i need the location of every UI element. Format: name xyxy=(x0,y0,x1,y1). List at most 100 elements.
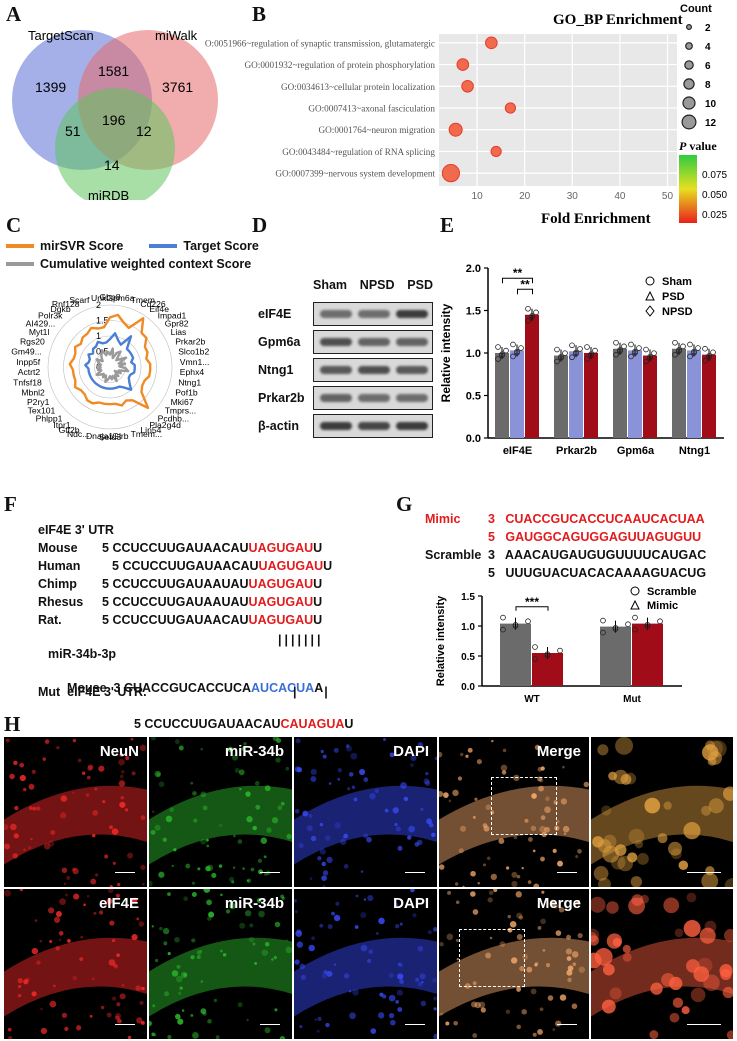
cell-dot xyxy=(162,927,170,935)
bar xyxy=(525,314,539,438)
cell-dot xyxy=(601,805,612,816)
scramble-row-1: 3 AAACAUGAUGUGUUUUCAUGAC xyxy=(488,548,707,562)
cell-dot xyxy=(490,873,497,881)
cell-dot xyxy=(565,948,573,955)
cell-dot xyxy=(498,838,505,844)
cell-dot xyxy=(609,987,622,1000)
cell-dot xyxy=(85,793,90,797)
blot-band xyxy=(358,366,390,374)
cell-dot xyxy=(79,957,84,962)
cell-dot xyxy=(489,936,493,940)
cell-dot xyxy=(319,848,326,855)
radar-gene-label: Pla2g4d xyxy=(149,420,181,430)
micrograph-label: DAPI xyxy=(393,743,429,760)
cell-dot xyxy=(513,835,518,840)
micrograph-tile: DAPI xyxy=(294,737,437,887)
data-point xyxy=(632,614,638,621)
cell-dot xyxy=(246,878,252,883)
cell-dot xyxy=(544,826,550,833)
cell-dot xyxy=(73,893,80,900)
cell-dot xyxy=(597,744,609,756)
cell-dot xyxy=(420,1000,427,1007)
cell-dot xyxy=(407,835,412,840)
data-point xyxy=(525,305,531,312)
cell-dot xyxy=(606,901,619,914)
cell-dot xyxy=(125,756,130,761)
radar-gene-label: Gtf2b xyxy=(59,425,80,435)
cell-dot xyxy=(208,911,215,918)
data-point xyxy=(514,348,520,355)
cell-dot xyxy=(410,763,414,767)
cell-dot xyxy=(552,848,557,853)
cell-dot xyxy=(349,1012,356,1020)
y-tick-label: 1.0 xyxy=(466,348,481,360)
cell-dot xyxy=(58,938,62,942)
count-legend-dot xyxy=(684,60,694,70)
cell-dot xyxy=(408,825,415,833)
cell-dot xyxy=(140,1020,145,1025)
cell-dot xyxy=(701,872,719,887)
cell-dot xyxy=(591,932,598,943)
cell-dot xyxy=(322,885,326,887)
cell-dot xyxy=(280,894,285,899)
cell-dot xyxy=(419,973,426,980)
cell-dot xyxy=(448,799,452,803)
cell-dot xyxy=(690,987,706,1003)
cell-dot xyxy=(167,1034,172,1039)
cell-dot xyxy=(250,867,255,872)
cell-dot xyxy=(205,838,209,842)
sig-stars: ** xyxy=(520,277,530,291)
cell-dot xyxy=(44,739,50,744)
cell-dot xyxy=(567,977,572,983)
cell-dot xyxy=(203,889,211,893)
radar-gene-label: AI429... xyxy=(26,318,56,328)
cell-dot xyxy=(395,923,400,929)
radar-gene-label: Tnfsf18 xyxy=(13,378,42,388)
cell-dot xyxy=(36,960,41,965)
cell-dot xyxy=(531,793,537,799)
cell-dot xyxy=(683,919,701,937)
pvalue-tick: 0.025 xyxy=(702,210,727,221)
cell-layer-band xyxy=(294,785,437,865)
cell-dot xyxy=(501,770,507,775)
cell-dot xyxy=(452,789,459,797)
data-point xyxy=(613,351,619,358)
cell-layer-band xyxy=(149,937,292,1017)
radar-ring xyxy=(78,335,142,399)
radar-gene-label: Setd3 xyxy=(99,432,122,442)
cell-dot xyxy=(388,1012,395,1019)
cell-dot xyxy=(43,843,51,850)
scramble-label: Scramble xyxy=(425,548,482,562)
cell-dot xyxy=(118,780,126,787)
cell-dot xyxy=(232,866,236,869)
cell-dot xyxy=(227,746,234,753)
cell-dot xyxy=(48,907,55,914)
mut-pairing-bars: | | xyxy=(293,685,328,699)
cell-dot xyxy=(295,738,301,744)
cell-dot xyxy=(379,992,384,997)
cell-dot xyxy=(109,825,113,830)
radar-gene-label: Dnaja1 xyxy=(86,431,113,441)
cell-dot xyxy=(131,897,138,903)
radar-ring-label: 1.5 xyxy=(96,316,109,326)
cell-dot xyxy=(171,970,179,977)
cell-dot xyxy=(61,867,68,874)
cell-dot xyxy=(158,781,165,788)
cell-dot xyxy=(397,845,403,851)
cell-dot xyxy=(650,982,663,995)
cell-dot xyxy=(672,997,684,1008)
cell-dot xyxy=(239,922,246,929)
micrograph-tile: NeuN xyxy=(4,737,147,887)
count-legend-label: 10 xyxy=(705,99,717,110)
cell-dot xyxy=(328,782,332,785)
cell-dot xyxy=(263,855,267,859)
cell-dot xyxy=(399,922,403,926)
cell-dot xyxy=(49,1000,57,1008)
cell-dot xyxy=(243,741,247,746)
data-point xyxy=(647,353,653,360)
bar xyxy=(672,348,686,438)
cell-dot xyxy=(65,893,69,897)
cell-dot xyxy=(557,860,563,867)
data-point xyxy=(554,358,560,365)
cell-dot xyxy=(566,969,573,976)
